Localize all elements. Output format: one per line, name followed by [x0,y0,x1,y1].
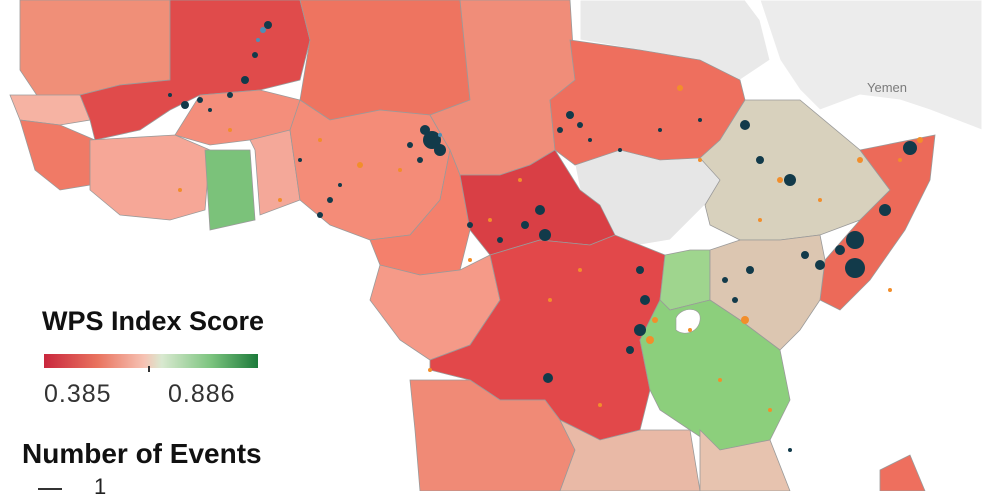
event-points-blue [256,27,442,137]
region-ghana [204,149,256,231]
events-legend-title: Number of Events [22,438,262,469]
region-madagascar [879,454,926,491]
events-legend-first-value: 1 [94,474,107,499]
wps-legend-title: WPS Index Score [42,306,265,336]
region-senegal [9,94,91,126]
region-togo-benin [249,129,301,216]
region-sudan [549,39,746,166]
region-car [459,149,616,256]
wps-legend-max: 0.886 [168,380,236,408]
region-arabia [759,0,982,131]
events-legend-marker [38,488,62,490]
region-mali [79,0,311,141]
region-uganda [659,249,711,311]
country-label-yemen: Yemen [867,80,907,95]
region-niger [299,0,471,121]
region-zambia [559,419,701,491]
wps-legend-min: 0.385 [44,380,112,408]
event-points-orange [178,85,923,412]
region-ivory [89,134,211,221]
region-malawi-moz [699,429,791,491]
event-points-dark [168,21,917,452]
wps-color-gradient [44,354,258,368]
region-lake-victoria [675,309,701,334]
region-cameroon [369,148,471,276]
wps-legend-midpoint-tick [148,366,150,372]
